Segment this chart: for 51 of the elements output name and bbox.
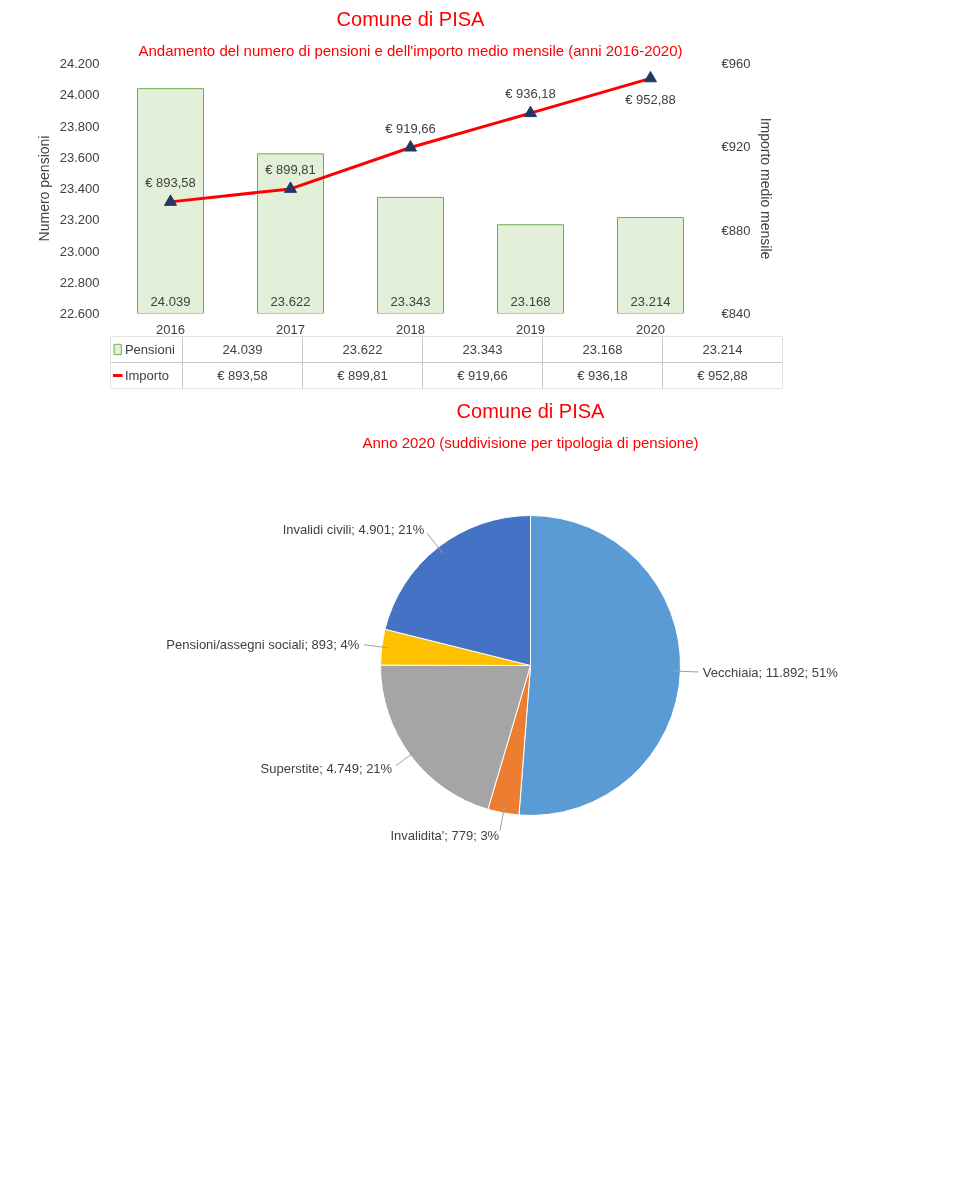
slice-label: Superstite; 4.749; 21% [260,761,393,777]
y2-axis-title: Importo medio mensile [758,117,775,260]
x-tick-label: 2018 [396,321,425,337]
data-label: 23.622 [270,293,311,309]
text: 23.214 [702,342,743,357]
legend-label: Importo [124,368,169,383]
data-label: € 893,58 [145,174,196,190]
text: 23.622 [342,342,383,357]
y2-tick-label: €840 [721,306,751,321]
y-tick-label: 23.200 [59,212,100,228]
text: € 893,58 [217,368,268,383]
chart-subtitle: Andamento del numero di pensioni e dell'importo medio mensile (anni 2016-2020) [138,41,683,59]
data-label: 24.039 [150,293,191,309]
chart-title: Comune di PISA [456,399,606,422]
data-label: € 936,18 [505,86,556,102]
y-tick-label: 23.800 [59,118,100,134]
data-label: € 952,88 [625,92,676,108]
y-tick-label: 23.000 [59,243,100,259]
slice-label: Pensioni/assegni sociali; 893; 4% [166,636,360,652]
x-tick-label: 2017 [276,321,305,337]
data-label: € 899,81 [265,161,316,177]
text: € 952,88 [697,368,748,383]
y-tick-label: 24.000 [59,87,100,103]
slice-label: Invalidita'; 779; 3% [390,827,500,843]
y2-tick-label: €880 [721,222,751,238]
data-label: 23.214 [630,293,671,309]
y-tick-label: 22.800 [59,274,100,290]
data-label: € 919,66 [385,120,436,136]
y2-tick-label: €920 [721,139,751,155]
text: 24.039 [222,342,263,357]
slice-label: Invalidi civili; 4.901; 21% [282,522,425,538]
chart-title: Comune di PISA [336,7,486,30]
text: € 899,81 [337,368,388,383]
y-axis-title: Numero pensioni [35,135,52,242]
y-tick-label: 24.200 [59,56,100,71]
y2-tick-label: €960 [721,56,751,71]
y-tick-label: 22.600 [59,306,100,321]
x-tick-label: 2019 [516,321,545,337]
y-tick-label: 23.400 [59,181,100,196]
x-tick-label: 2016 [156,321,185,337]
data-label: 23.343 [390,293,431,309]
text: 23.168 [582,342,623,357]
text: € 919,66 [457,368,508,383]
data-label: 23.168 [510,293,551,309]
text: € 936,18 [577,368,628,383]
legend-label: Pensioni [124,342,175,357]
slice-label: Vecchiaia; 11.892; 51% [702,664,839,680]
text: 23.343 [462,342,503,357]
x-tick-label: 2020 [636,321,665,337]
chart-subtitle: Anno 2020 (suddivisione per tipologia di pensione) [362,433,699,451]
y-tick-label: 23.600 [59,149,100,165]
